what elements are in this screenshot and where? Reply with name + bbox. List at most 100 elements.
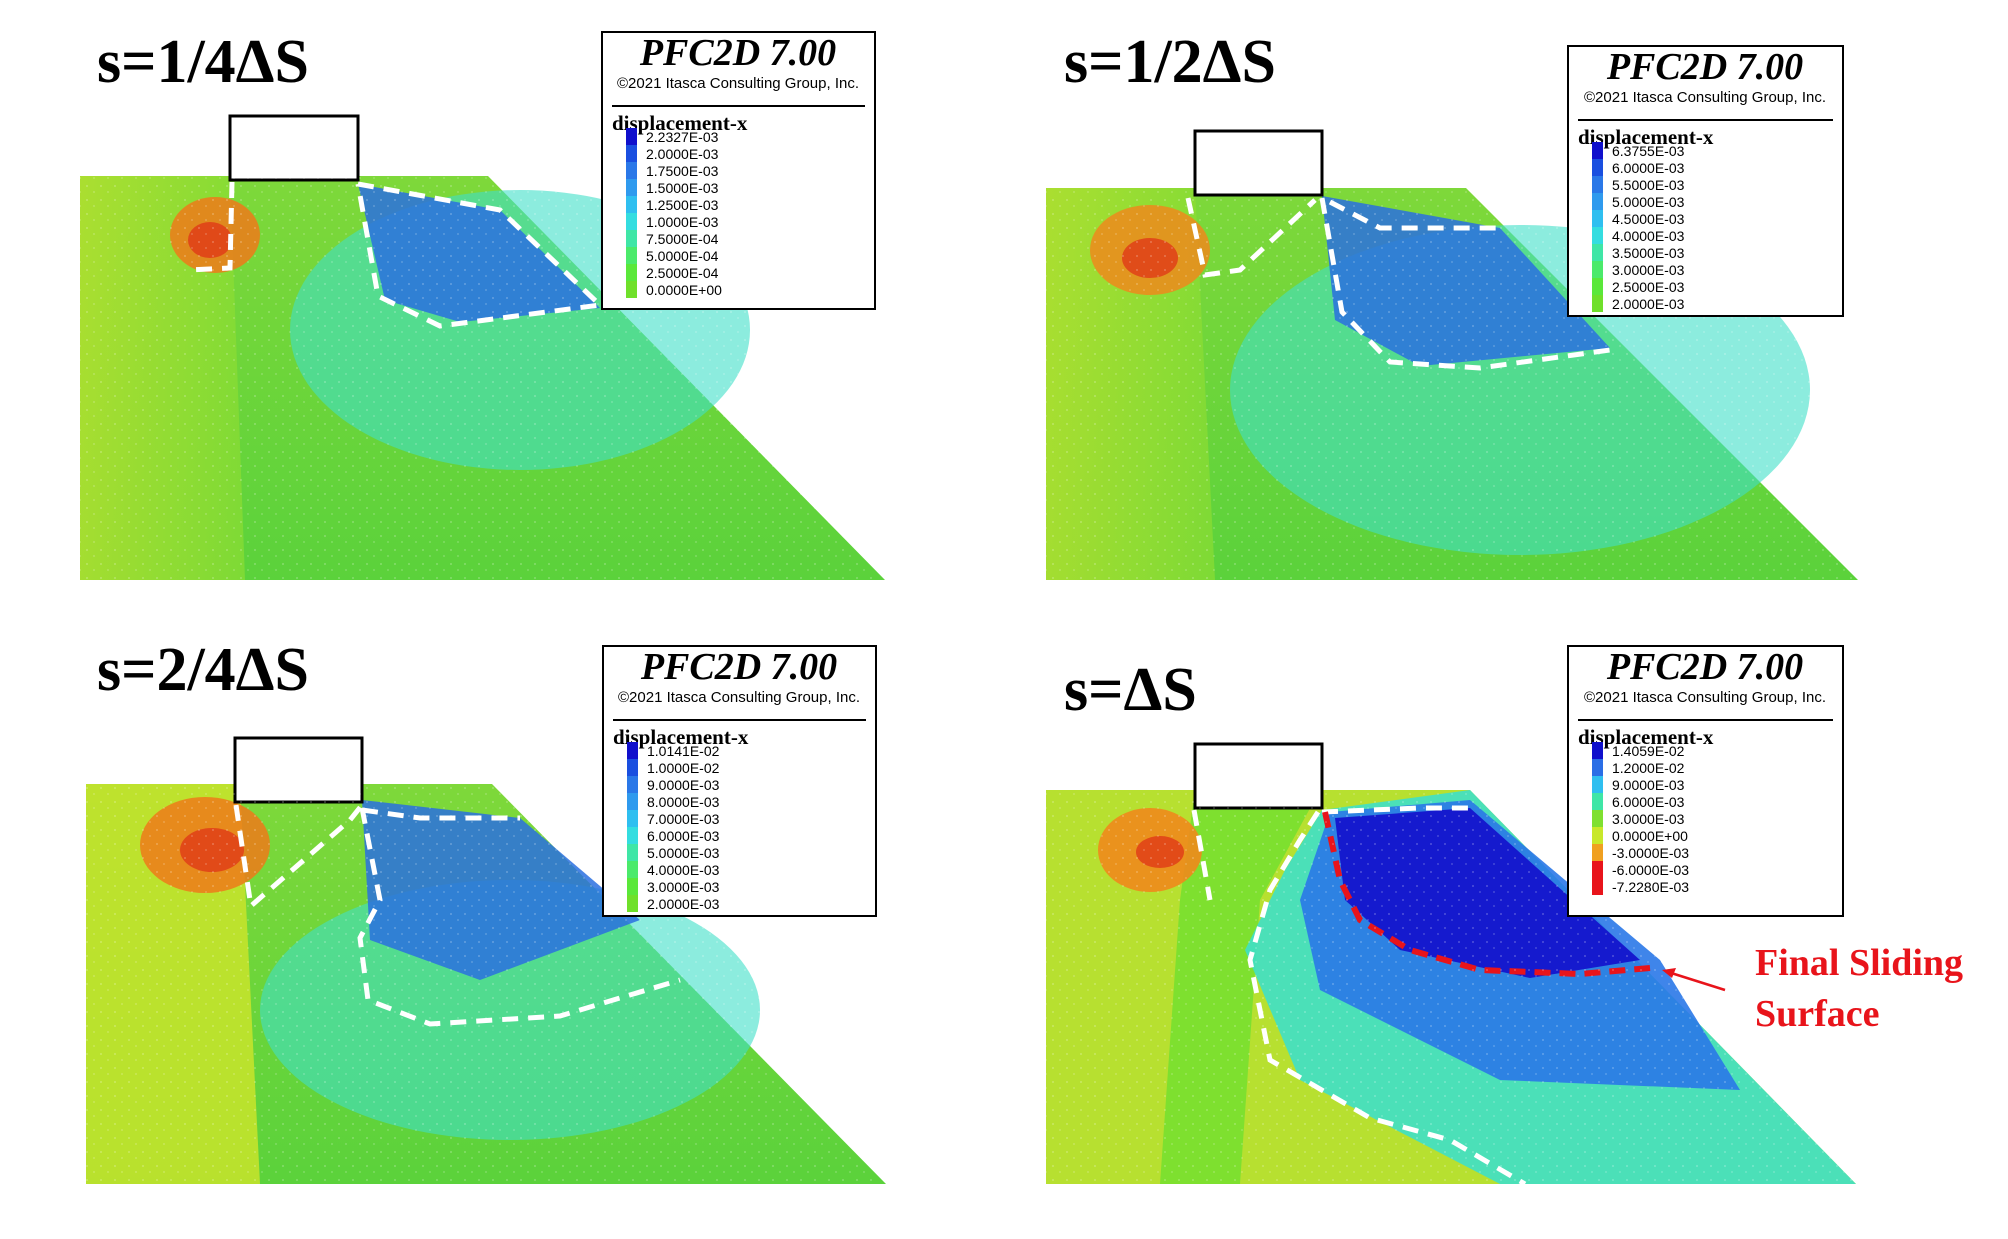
legend-copyright: ©2021 Itasca Consulting Group, Inc. [1584, 89, 1826, 106]
legend-value: 1.7500E-03 [646, 163, 719, 179]
legend-scale: 2.2327E-032.0000E-031.7500E-031.5000E-03… [626, 128, 722, 298]
arrow-head-icon [1662, 968, 1676, 978]
legend-swatch [626, 281, 637, 298]
legend-value: 5.0000E-03 [647, 845, 720, 861]
legend-value: 1.0000E-03 [646, 214, 719, 230]
legend-title: PFC2D 7.00 [1606, 46, 1803, 88]
panel-label: s=ΔS [1064, 656, 1197, 724]
legend: PFC2D 7.00 ©2021 Itasca Consulting Group… [1567, 45, 1844, 317]
legend-swatch [1592, 878, 1603, 895]
legend-copyright: ©2021 Itasca Consulting Group, Inc. [617, 75, 859, 92]
legend-value: 0.0000E+00 [646, 282, 722, 298]
legend-value: 8.0000E-03 [647, 794, 720, 810]
annotation-line-2: Surface [1755, 993, 1880, 1035]
panel-1: s=1/4ΔS PFC2D 7.00 ©2021 Itasca Consulti… [80, 28, 885, 580]
legend-value: 3.5000E-03 [1612, 245, 1685, 261]
legend-value: 2.5000E-04 [646, 265, 719, 281]
legend-value: 0.0000E+00 [1612, 828, 1688, 844]
legend-swatch [626, 179, 637, 196]
legend-value: 5.0000E-03 [1612, 194, 1685, 210]
legend-value: 1.0141E-02 [647, 743, 720, 759]
legend-value: 2.5000E-03 [1612, 279, 1685, 295]
legend-swatch [1592, 227, 1603, 244]
legend-value: 6.0000E-03 [647, 828, 720, 844]
legend-value: 6.0000E-03 [1612, 794, 1685, 810]
legend-swatch [1592, 793, 1603, 810]
legend-swatch [627, 861, 638, 878]
legend-swatch [626, 264, 637, 281]
legend-swatch [627, 742, 638, 759]
legend-value: 3.0000E-03 [647, 879, 720, 895]
legend-value: 2.0000E-03 [1612, 296, 1685, 312]
legend-value: 4.0000E-03 [1612, 228, 1685, 244]
legend-value: 1.2000E-02 [1612, 760, 1685, 776]
legend-swatch [626, 213, 637, 230]
legend-swatch [627, 793, 638, 810]
legend-copyright: ©2021 Itasca Consulting Group, Inc. [618, 689, 860, 706]
panel-4: s=ΔS PFC2D 7.00 ©2021 Itasca Consulting … [1046, 645, 1963, 1187]
legend-swatch [1592, 261, 1603, 278]
footing [1193, 129, 1324, 197]
legend-swatch [627, 759, 638, 776]
footing [228, 114, 360, 182]
legend-title: PFC2D 7.00 [640, 646, 837, 688]
legend-value: 5.0000E-04 [646, 248, 719, 264]
legend-value: 1.2500E-03 [646, 197, 719, 213]
annotation-line-1: Final Sliding [1755, 942, 1963, 984]
legend-swatch [626, 162, 637, 179]
legend-value: -3.0000E-03 [1612, 845, 1689, 861]
legend-swatch [1592, 176, 1603, 193]
legend-swatch [627, 827, 638, 844]
legend: PFC2D 7.00 ©2021 Itasca Consulting Group… [1567, 645, 1844, 917]
legend-scale: 1.4059E-021.2000E-029.0000E-036.0000E-03… [1592, 742, 1689, 895]
legend: PFC2D 7.00 ©2021 Itasca Consulting Group… [602, 645, 877, 917]
legend-value: 6.0000E-03 [1612, 160, 1685, 176]
legend-value: 1.0000E-02 [647, 760, 720, 776]
legend-value: 2.2327E-03 [646, 129, 719, 145]
legend-box [601, 31, 876, 310]
legend-swatch [627, 895, 638, 912]
legend-swatch [626, 196, 637, 213]
legend-scale: 6.3755E-036.0000E-035.5000E-035.0000E-03… [1592, 142, 1685, 312]
legend-copyright: ©2021 Itasca Consulting Group, Inc. [1584, 689, 1826, 706]
legend-swatch [627, 878, 638, 895]
legend-box [602, 645, 877, 917]
legend-swatch [1592, 844, 1603, 861]
legend-value: 2.0000E-03 [646, 146, 719, 162]
legend-swatch [626, 230, 637, 247]
legend-value: 2.0000E-03 [647, 896, 720, 912]
legend-value: 4.5000E-03 [1612, 211, 1685, 227]
legend-value: 4.0000E-03 [647, 862, 720, 878]
legend-swatch [1592, 810, 1603, 827]
legend-title: PFC2D 7.00 [639, 32, 836, 74]
legend-swatch [1592, 193, 1603, 210]
legend-value: 3.0000E-03 [1612, 811, 1685, 827]
legend-value: 9.0000E-03 [1612, 777, 1685, 793]
legend-scale: 1.0141E-021.0000E-029.0000E-038.0000E-03… [627, 742, 720, 912]
legend: PFC2D 7.00 ©2021 Itasca Consulting Group… [601, 31, 876, 310]
legend-swatch [1592, 295, 1603, 312]
legend-swatch [1592, 142, 1603, 159]
legend-value: 9.0000E-03 [647, 777, 720, 793]
panel-2: s=1/2ΔS PFC2D 7.00 ©2021 Itasca Consulti… [1046, 28, 1858, 580]
legend-value: 3.0000E-03 [1612, 262, 1685, 278]
legend-swatch [1592, 278, 1603, 295]
panel-label: s=2/4ΔS [97, 636, 309, 704]
legend-swatch [626, 145, 637, 162]
legend-swatch [1592, 210, 1603, 227]
legend-swatch [626, 247, 637, 264]
legend-title: PFC2D 7.00 [1606, 646, 1803, 688]
panel-3: s=2/4ΔS PFC2D 7.00 ©2021 Itasca Consulti… [86, 636, 886, 1184]
legend-value: 1.5000E-03 [646, 180, 719, 196]
legend-swatch [627, 776, 638, 793]
panel-label: s=1/4ΔS [97, 28, 309, 96]
legend-box [1567, 645, 1844, 917]
legend-swatch [1592, 861, 1603, 878]
legend-value: 5.5000E-03 [1612, 177, 1685, 193]
legend-swatch [1592, 827, 1603, 844]
legend-box [1567, 45, 1844, 317]
legend-swatch [627, 810, 638, 827]
legend-value: -6.0000E-03 [1612, 862, 1689, 878]
legend-swatch [1592, 244, 1603, 261]
